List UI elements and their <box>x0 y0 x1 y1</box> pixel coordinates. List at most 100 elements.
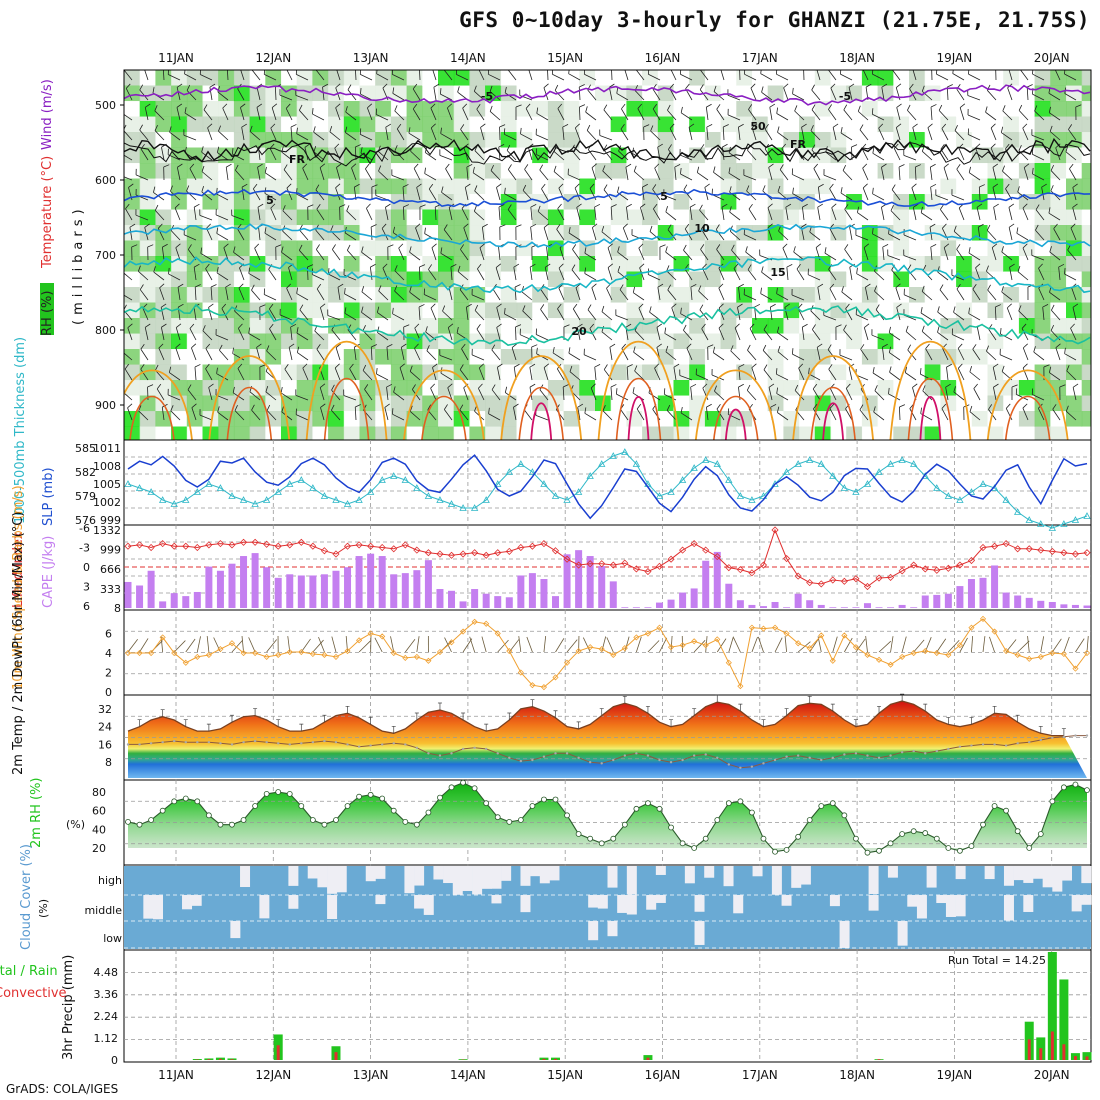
rh-cell <box>673 116 690 133</box>
precip-convective-bar <box>334 1052 338 1060</box>
wind-barb <box>365 163 373 181</box>
wind10m-point <box>760 625 767 632</box>
wind-barb <box>299 304 309 321</box>
rh-cell <box>139 364 157 381</box>
cloud-clear-cell <box>1081 866 1092 884</box>
rh-cell <box>1034 318 1052 334</box>
wind-barb <box>953 306 965 321</box>
rh2m-point <box>356 793 362 800</box>
rh-cell <box>563 70 581 86</box>
wind-barb <box>226 70 229 81</box>
rh-cell <box>249 287 267 303</box>
wind-barb <box>359 70 373 81</box>
rh-cell <box>359 209 376 226</box>
wind10m-point <box>425 657 432 664</box>
wind-barb <box>409 405 421 421</box>
wind-barb <box>783 83 789 101</box>
rh-cell <box>1003 349 1020 365</box>
wind-barb <box>225 163 232 181</box>
wind-barb <box>387 244 394 261</box>
rh-cell <box>422 101 439 117</box>
rh2m-axis-label: 2m RH (%) <box>29 777 44 848</box>
rh-cell <box>469 395 486 412</box>
rh-cell <box>877 70 895 86</box>
wind10m-barb <box>606 637 614 653</box>
pressure-tick-label: 800 <box>95 324 116 337</box>
dewpt2m-point <box>149 742 153 745</box>
wind-barb <box>290 323 297 341</box>
rh-cell <box>516 271 533 288</box>
rh-cell <box>1003 194 1020 210</box>
rh-cell <box>626 132 643 148</box>
rh-cell <box>814 318 832 334</box>
wind10m-barb <box>266 639 277 653</box>
rh2m-point <box>1014 828 1021 835</box>
wind-barb <box>585 106 597 121</box>
wind-barb <box>903 149 917 161</box>
rh-cell <box>124 333 141 350</box>
wind-barb <box>490 164 501 181</box>
wind-barb <box>191 343 197 361</box>
thickness-point <box>794 460 802 467</box>
wind-barb <box>254 243 261 261</box>
rh-cell <box>940 209 957 226</box>
wind-barb <box>699 84 709 101</box>
rh-cell <box>657 225 675 241</box>
wind-barb <box>504 187 517 201</box>
wind10m-barb <box>518 636 522 653</box>
wind-barb <box>816 70 821 81</box>
rh-cell <box>1066 225 1083 241</box>
rh-cell <box>1018 101 1036 117</box>
rh-cell <box>846 178 863 195</box>
rh-cell <box>595 349 612 365</box>
thickness-tick: 585 <box>75 442 96 455</box>
rh-cell <box>1018 426 1036 440</box>
rh-cell <box>139 411 157 427</box>
rh-cell <box>1081 302 1091 319</box>
wind10m-barb <box>566 639 578 653</box>
rh-cell <box>689 209 706 226</box>
wind10m-barb <box>416 636 420 653</box>
rh-cell <box>281 163 298 179</box>
wind10m-point <box>402 654 409 661</box>
rh-cell <box>563 318 581 334</box>
wind-barb <box>547 70 549 81</box>
slp-axis-label: SLP (mb) <box>41 467 56 526</box>
dewpt2m-point <box>126 743 130 746</box>
rh-cell <box>924 364 942 381</box>
rh-cell <box>877 178 895 195</box>
rh-cell <box>343 271 361 288</box>
dewpt2m-point <box>588 761 592 764</box>
rh-cell <box>359 271 376 288</box>
rh-cell <box>814 411 832 427</box>
wind-barb <box>193 203 200 221</box>
li-point <box>1002 540 1010 548</box>
rh-cell <box>312 225 329 241</box>
li-point <box>424 549 432 557</box>
wind-barb <box>823 169 837 181</box>
wind-barb <box>257 203 264 221</box>
wind-barb <box>378 285 389 301</box>
rh-cell <box>485 240 502 257</box>
wind-barb <box>201 146 213 161</box>
thickness-point <box>898 456 906 463</box>
rh-cell <box>1081 333 1091 350</box>
rh-cell <box>453 318 471 334</box>
wind-barb <box>1064 347 1077 361</box>
cloud-clear-cell <box>539 866 550 884</box>
wind-barb <box>158 343 165 361</box>
cloud-clear-cell <box>829 895 840 907</box>
wind-barb <box>124 294 133 301</box>
wind-barb <box>225 283 231 301</box>
thickness-point <box>413 484 421 491</box>
wind-barb <box>1022 243 1029 261</box>
rh-cell <box>893 318 910 334</box>
rh-cell <box>595 101 612 117</box>
wind-barb <box>940 204 949 221</box>
rh-cell <box>500 70 518 86</box>
wind-barb <box>1000 126 1013 141</box>
cloud-clear-cell <box>781 895 792 906</box>
precip-convective-bar <box>646 1057 650 1060</box>
wind-barb <box>381 223 389 241</box>
rh-cell <box>767 349 785 365</box>
